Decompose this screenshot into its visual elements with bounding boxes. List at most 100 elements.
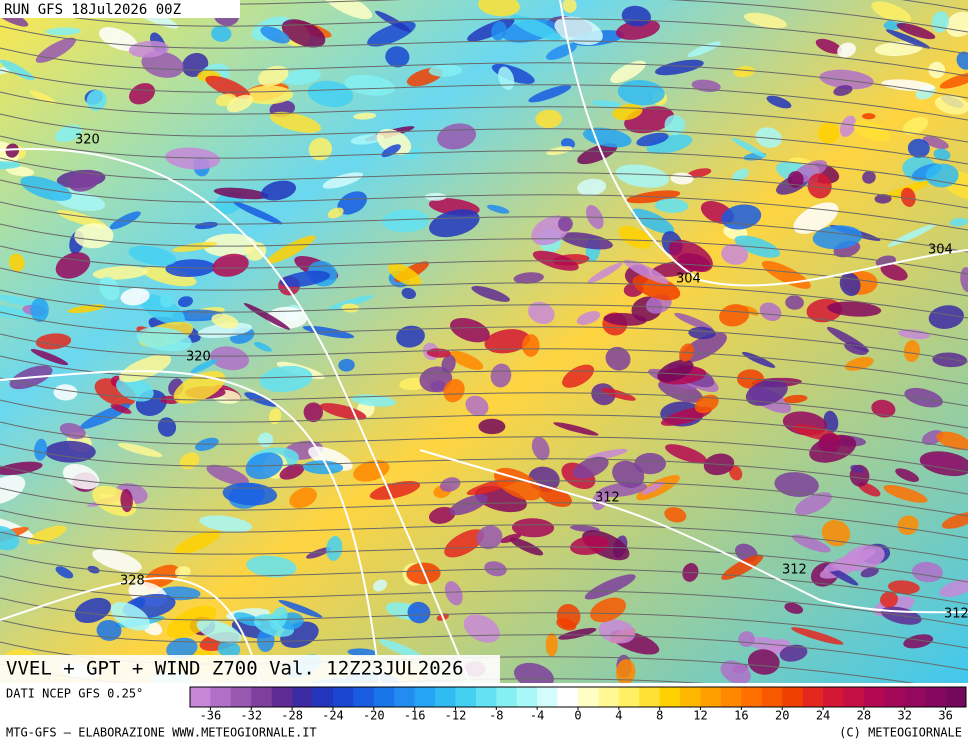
colorbar-swatch bbox=[230, 687, 252, 707]
field-blob bbox=[598, 619, 636, 644]
streamline bbox=[0, 135, 968, 187]
field-blob bbox=[59, 422, 86, 440]
streamline bbox=[0, 355, 968, 407]
field-blob bbox=[443, 379, 465, 403]
field-blob bbox=[623, 259, 669, 284]
field-blob bbox=[572, 456, 609, 479]
colorbar-swatch bbox=[720, 687, 742, 707]
field-blob bbox=[213, 187, 269, 200]
field-blob bbox=[833, 85, 853, 96]
field-blob bbox=[0, 294, 38, 307]
field-blob bbox=[784, 602, 804, 614]
contour bbox=[0, 148, 471, 683]
field-blob bbox=[827, 301, 882, 317]
field-blob bbox=[783, 394, 808, 404]
field-blob bbox=[883, 484, 928, 503]
field-blob bbox=[577, 178, 607, 196]
colorbar-tick-label: -20 bbox=[363, 709, 385, 723]
field-blob bbox=[159, 293, 174, 308]
colorbar-tick-label: 12 bbox=[693, 709, 707, 723]
streamline bbox=[0, 399, 968, 451]
field-blob bbox=[511, 518, 555, 538]
field-blob bbox=[338, 358, 355, 372]
contour-label: 312 bbox=[782, 563, 807, 578]
field-blob bbox=[843, 544, 885, 572]
field-blob bbox=[860, 567, 879, 578]
field-blob bbox=[396, 325, 425, 348]
field-blob bbox=[30, 297, 49, 323]
field-blob bbox=[562, 364, 595, 388]
streamline bbox=[0, 487, 968, 539]
streamline bbox=[0, 619, 968, 671]
colorbar-tick-label: 16 bbox=[734, 709, 748, 723]
field-blob bbox=[254, 341, 272, 352]
streamline bbox=[0, 531, 968, 583]
colorbar-swatch bbox=[435, 687, 456, 707]
field-blob bbox=[166, 637, 198, 660]
field-blob bbox=[807, 173, 832, 199]
field-blob bbox=[774, 472, 819, 497]
field-blob bbox=[925, 163, 959, 188]
field-blob bbox=[306, 547, 332, 559]
field-blob bbox=[500, 533, 522, 544]
field-blob bbox=[688, 326, 716, 340]
title-box bbox=[0, 655, 500, 683]
field-blob bbox=[601, 388, 636, 401]
field-blob bbox=[510, 14, 561, 41]
field-blob bbox=[862, 170, 876, 184]
field-blob bbox=[449, 350, 484, 370]
field bbox=[0, 0, 968, 683]
colorbar-swatch bbox=[680, 687, 701, 707]
field-blob bbox=[20, 176, 72, 201]
colorbar-tick-label: 24 bbox=[816, 709, 830, 723]
field-blob bbox=[729, 465, 743, 481]
field-blob bbox=[376, 128, 412, 156]
colorbar-swatch bbox=[190, 687, 211, 707]
field-blob bbox=[110, 601, 150, 631]
colorbar-swatch bbox=[455, 687, 477, 707]
field-blob bbox=[177, 296, 193, 308]
field-blob bbox=[621, 5, 651, 27]
field-blob bbox=[587, 262, 623, 284]
field-blob bbox=[837, 42, 856, 58]
field-blob bbox=[491, 21, 507, 41]
field-blob bbox=[747, 649, 780, 675]
field-blob bbox=[903, 340, 920, 363]
streamline bbox=[0, 201, 968, 253]
field-blob bbox=[603, 313, 647, 326]
field-blob bbox=[956, 51, 968, 70]
field-blob bbox=[545, 632, 558, 657]
field-blob bbox=[903, 634, 934, 649]
streamline bbox=[0, 289, 968, 341]
field-blob bbox=[490, 363, 512, 388]
field-blob bbox=[556, 603, 581, 629]
field-blob bbox=[911, 561, 943, 583]
field-blob bbox=[86, 89, 107, 111]
field-blob bbox=[934, 95, 968, 115]
field-blob bbox=[922, 136, 949, 150]
field-blob bbox=[211, 25, 232, 42]
footer-left: MTG-GFS — ELABORAZIONE WWW.METEOGIORNALE… bbox=[6, 726, 317, 740]
header-box bbox=[0, 0, 240, 18]
field-blob bbox=[478, 0, 520, 17]
streamline bbox=[0, 509, 968, 561]
field-blob bbox=[823, 410, 839, 433]
contour-label: 312 bbox=[595, 491, 620, 506]
field-blob bbox=[175, 566, 191, 578]
field-blob bbox=[353, 112, 377, 120]
field-blob bbox=[172, 241, 218, 252]
field-blob bbox=[562, 0, 577, 13]
streamline bbox=[108, 0, 968, 33]
field-blob bbox=[907, 138, 930, 158]
colorbar-swatch bbox=[802, 687, 824, 707]
colorbar-swatch bbox=[271, 687, 293, 707]
colorbar-tick-label: -12 bbox=[445, 709, 467, 723]
field-blob bbox=[576, 311, 601, 325]
contour-label: 328 bbox=[120, 574, 145, 589]
field-blob bbox=[68, 169, 101, 192]
field-blob bbox=[326, 294, 375, 311]
field-blob bbox=[665, 444, 707, 464]
field-blob bbox=[0, 161, 21, 170]
field-blob bbox=[819, 69, 874, 90]
